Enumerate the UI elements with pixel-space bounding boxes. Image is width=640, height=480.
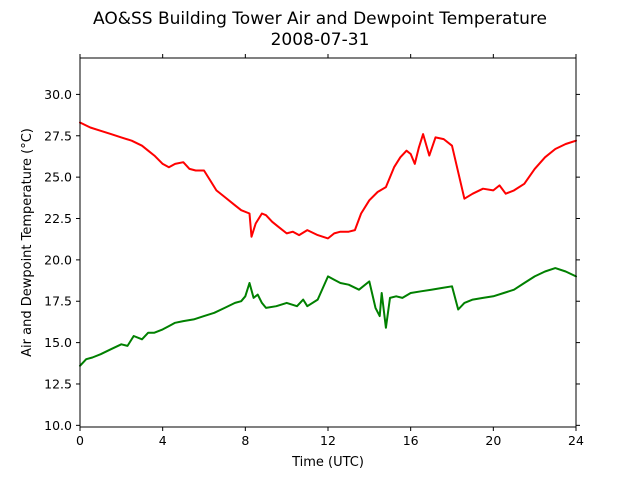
x-axis-label: Time (UTC) [291, 455, 364, 470]
x-tick-label: 24 [568, 433, 584, 448]
y-tick-label: 10.0 [44, 418, 72, 433]
y-axis-label: Air and Dewpoint Temperature (°C) [20, 128, 35, 357]
chart-title: AO&SS Building Tower Air and Dewpoint Te… [93, 9, 547, 29]
y-tick-label: 15.0 [44, 335, 72, 350]
x-tick-label: 16 [403, 433, 419, 448]
plot-background [80, 58, 576, 427]
x-tick-label: 20 [485, 433, 501, 448]
plot-area [79, 57, 577, 428]
y-tick-label: 17.5 [44, 294, 72, 309]
y-tick-label: 30.0 [44, 87, 72, 102]
chart-subtitle: 2008-07-31 [271, 30, 370, 50]
x-tick-label: 4 [159, 433, 167, 448]
y-tick-label: 22.5 [44, 211, 72, 226]
x-tick-label: 8 [241, 433, 249, 448]
series-line-1 [79, 267, 577, 367]
x-tick-label: 0 [76, 433, 84, 448]
series-layer [79, 121, 577, 367]
series-line-0 [79, 121, 577, 240]
y-axis: 10.0 12.5 15.0 17.5 20.0 22.5 25.0 27.5 30.0 [44, 87, 580, 433]
y-tick-label: 12.5 [44, 376, 72, 391]
x-axis: 0 4 8 12 16 20 24 [76, 54, 584, 448]
x-tick-label: 12 [320, 433, 336, 448]
y-tick-label: 25.0 [44, 170, 72, 185]
y-tick-label: 20.0 [44, 252, 72, 267]
y-tick-label: 27.5 [44, 128, 72, 143]
